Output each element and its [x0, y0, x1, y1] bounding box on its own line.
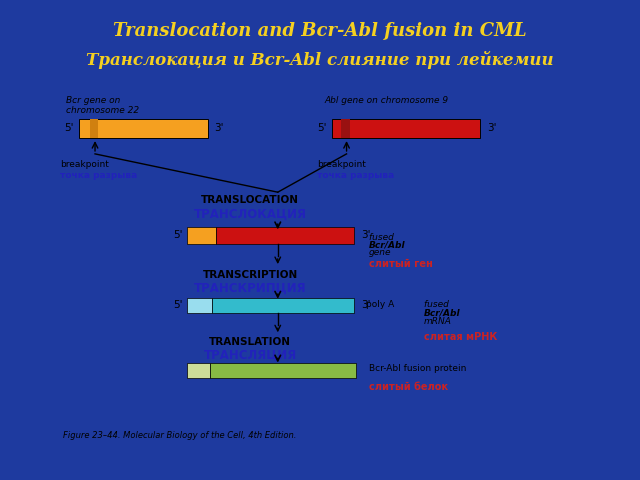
Text: 5': 5'	[317, 123, 327, 133]
Text: ТРАНСКРИПЦИЯ: ТРАНСКРИПЦИЯ	[194, 282, 307, 295]
Bar	[187, 363, 210, 377]
Text: poly A: poly A	[366, 300, 394, 309]
Bar	[332, 119, 480, 138]
Text: mRNA: mRNA	[424, 317, 451, 326]
Bar	[210, 363, 356, 377]
Text: TRANSLATION: TRANSLATION	[209, 337, 291, 348]
Text: 3': 3'	[362, 300, 371, 310]
Text: 3': 3'	[362, 230, 371, 240]
Text: breakpoint: breakpoint	[317, 160, 366, 169]
Bar	[216, 227, 355, 244]
Bar	[90, 119, 99, 138]
Text: точка разрыва: точка разрыва	[60, 171, 138, 180]
Text: 5': 5'	[173, 230, 182, 240]
Text: слитая мРНК: слитая мРНК	[424, 332, 497, 342]
Text: 5': 5'	[173, 300, 182, 310]
Text: точка разрыва: точка разрыва	[317, 171, 395, 180]
Bar	[187, 298, 212, 313]
Text: ТРАНСЛОКАЦИЯ: ТРАНСЛОКАЦИЯ	[194, 207, 307, 220]
Text: Figure 23–44. Molecular Biology of the Cell, 4th Edition.: Figure 23–44. Molecular Biology of the C…	[63, 431, 296, 440]
Text: chromosome 22: chromosome 22	[66, 107, 139, 116]
Text: TRANSCRIPTION: TRANSCRIPTION	[203, 270, 298, 279]
Text: breakpoint: breakpoint	[60, 160, 109, 169]
Bar	[341, 119, 350, 138]
Text: ТРАНСЛЯЦИЯ: ТРАНСЛЯЦИЯ	[204, 349, 297, 362]
Bar	[79, 119, 208, 138]
Text: Abl gene on chromosome 9: Abl gene on chromosome 9	[324, 96, 449, 105]
Text: слитый ген: слитый ген	[369, 259, 433, 269]
Text: Транслокация и Bcr-Abl слияние при лейкемии: Транслокация и Bcr-Abl слияние при лейке…	[86, 51, 554, 69]
Text: 3': 3'	[214, 123, 224, 133]
Text: Bcr/Abl: Bcr/Abl	[424, 309, 460, 318]
Bar	[212, 298, 354, 313]
Text: Translocation and Bcr-Abl fusion in CML: Translocation and Bcr-Abl fusion in CML	[113, 22, 527, 40]
Text: fused: fused	[369, 233, 396, 242]
Text: слитый белок: слитый белок	[369, 382, 448, 392]
Text: Bcr/Abl: Bcr/Abl	[369, 240, 405, 249]
Text: fused: fused	[424, 300, 451, 309]
Bar	[187, 227, 216, 244]
Text: gene: gene	[369, 248, 391, 257]
Text: Bcr gene on: Bcr gene on	[66, 96, 120, 105]
Text: TRANSLOCATION: TRANSLOCATION	[201, 195, 300, 205]
Text: 3': 3'	[487, 123, 497, 133]
Text: 5': 5'	[64, 123, 74, 133]
Text: Bcr-Abl fusion protein: Bcr-Abl fusion protein	[369, 363, 466, 372]
